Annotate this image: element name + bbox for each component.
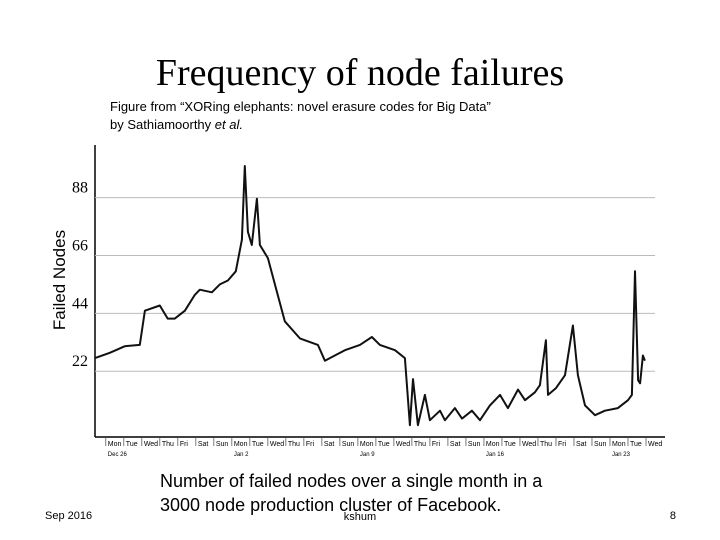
x-tick-label: Fri bbox=[432, 441, 441, 448]
y-tick-label: 88 bbox=[72, 180, 88, 197]
x-tick-label: Mon bbox=[612, 441, 626, 448]
x-tick-label: Sat bbox=[450, 441, 461, 448]
x-tick-label: Tue bbox=[378, 441, 390, 448]
x-tick-label: Sat bbox=[324, 441, 335, 448]
x-tick-label: Wed bbox=[396, 441, 410, 448]
footer-author: kshum bbox=[344, 511, 376, 523]
x-tick-label: Thu bbox=[288, 441, 300, 448]
x-tick-label: Thu bbox=[162, 441, 174, 448]
slide-title: Frequency of node failures bbox=[156, 52, 564, 94]
x-tick-label: Sun bbox=[594, 441, 607, 448]
x-tick-label: Mon bbox=[360, 441, 374, 448]
x-tick-label: Tue bbox=[504, 441, 516, 448]
footer-page: 8 bbox=[670, 510, 676, 522]
x-tick-label: Tue bbox=[630, 441, 642, 448]
y-tick-label: 22 bbox=[72, 353, 88, 370]
x-tick-label: Mon bbox=[486, 441, 500, 448]
x-tick-label: Wed bbox=[522, 441, 536, 448]
x-date-label: Jan 16 bbox=[486, 452, 505, 458]
x-tick-label: Thu bbox=[540, 441, 552, 448]
x-date-label: Dec 26 bbox=[108, 452, 128, 458]
caption: 3000 node production cluster of Facebook… bbox=[160, 495, 501, 515]
source-line: by Sathiamoorthy et al. bbox=[110, 117, 243, 132]
x-date-label: Jan 2 bbox=[234, 452, 249, 458]
x-tick-label: Sun bbox=[216, 441, 229, 448]
x-tick-label: Fri bbox=[558, 441, 567, 448]
x-tick-label: Fri bbox=[180, 441, 189, 448]
x-tick-label: Thu bbox=[414, 441, 426, 448]
caption: Number of failed nodes over a single mon… bbox=[160, 471, 543, 491]
x-tick-label: Wed bbox=[144, 441, 158, 448]
y-axis-label: Failed Nodes bbox=[50, 230, 69, 330]
data-line bbox=[94, 165, 646, 427]
x-tick-label: Tue bbox=[126, 441, 138, 448]
source-line: Figure from “XORing elephants: novel era… bbox=[110, 99, 491, 114]
x-tick-label: Tue bbox=[252, 441, 264, 448]
source-author: by Sathiamoorthy bbox=[110, 117, 215, 132]
x-date-label: Jan 9 bbox=[360, 452, 375, 458]
x-tick-label: Wed bbox=[648, 441, 662, 448]
x-tick-label: Wed bbox=[270, 441, 284, 448]
x-tick-label: Sun bbox=[342, 441, 355, 448]
y-tick-label: 44 bbox=[72, 295, 88, 312]
x-tick-label: Mon bbox=[234, 441, 248, 448]
x-tick-label: Sun bbox=[468, 441, 481, 448]
x-tick-label: Sat bbox=[198, 441, 209, 448]
x-tick-label: Sat bbox=[576, 441, 587, 448]
y-tick-label: 66 bbox=[72, 237, 88, 254]
x-tick-label: Mon bbox=[108, 441, 122, 448]
footer-date: Sep 2016 bbox=[45, 510, 92, 522]
source-etal: et al. bbox=[215, 117, 243, 132]
x-date-label: Jan 23 bbox=[612, 452, 631, 458]
x-tick-label: Fri bbox=[306, 441, 315, 448]
